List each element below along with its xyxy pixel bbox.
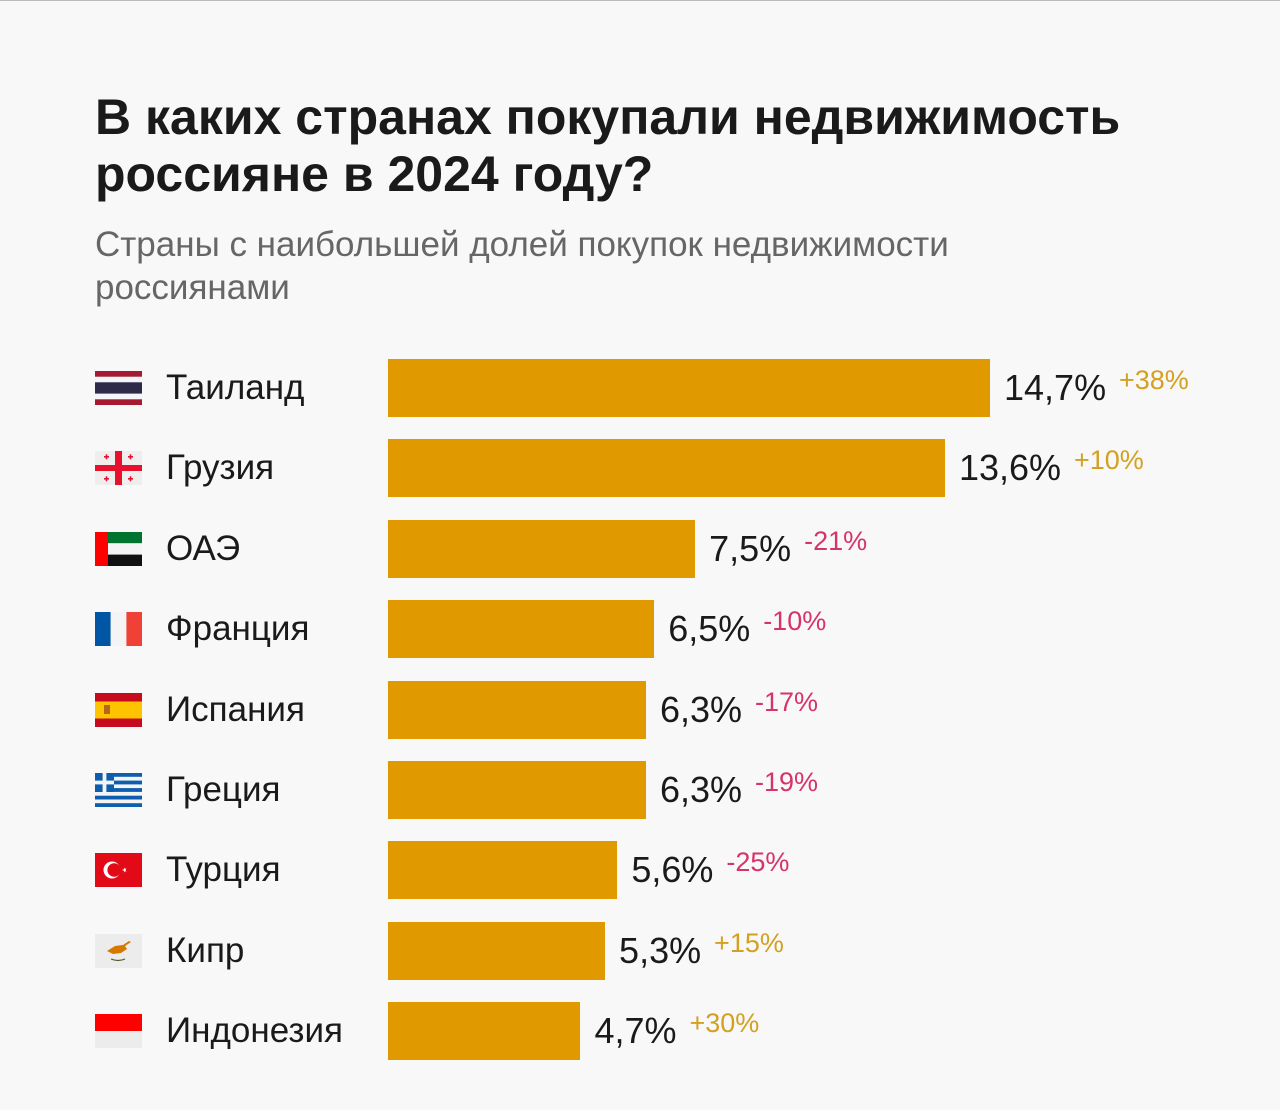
- value-label: 14,7%: [1004, 367, 1107, 408]
- france-flag-icon: [95, 612, 142, 647]
- thailand-flag-icon: [95, 371, 142, 405]
- category-label: Турция: [166, 850, 281, 890]
- value-label: 4,7%: [594, 1010, 677, 1052]
- bar-row: Кипр 5,3% +15%: [0, 921, 1280, 980]
- value-label: 13,6%: [958, 447, 1062, 489]
- change-label: -25%: [726, 847, 790, 878]
- indonesia-flag-icon: [95, 1014, 142, 1049]
- bar: [388, 841, 618, 900]
- spain-flag-icon: [95, 692, 142, 727]
- category-label: Греция: [166, 770, 281, 809]
- value-label: 5,6%: [631, 849, 714, 891]
- value-label: 6,5%: [668, 608, 751, 650]
- category-label: Франция: [166, 609, 310, 649]
- bar: [388, 439, 945, 498]
- bar-row: Франция 6,5% -10%: [0, 600, 1280, 659]
- category-label: ОАЭ: [166, 528, 241, 568]
- bar-row: Таиланд 14,7% +38%: [0, 359, 1280, 417]
- change-label: -21%: [804, 525, 868, 556]
- change-label: +38%: [1119, 365, 1189, 395]
- value-label: 5,3%: [619, 929, 702, 971]
- change-label: -17%: [755, 686, 819, 717]
- change-label: +10%: [1073, 445, 1144, 476]
- category-label: Индонезия: [166, 1011, 343, 1051]
- bar: [388, 921, 606, 980]
- category-label: Таиланд: [166, 368, 305, 407]
- value-label: 6,3%: [660, 769, 743, 810]
- greece-flag-icon: [95, 773, 142, 807]
- change-label: -10%: [763, 606, 827, 637]
- change-label: +15%: [714, 927, 784, 958]
- bar-row: Грузия 13,6% +10%: [0, 439, 1280, 498]
- bar-row: Индонезия 4,7% +30%: [0, 1002, 1280, 1061]
- turkey-flag-icon: [95, 853, 142, 888]
- uae-flag-icon: [95, 531, 142, 566]
- chart-subtitle: Страны с наибольшей долей покупок недвиж…: [95, 225, 949, 307]
- bar-row: Греция 6,3% -19%: [0, 761, 1280, 819]
- category-label: Испания: [166, 689, 305, 729]
- bar-row: Испания 6,3% -17%: [0, 680, 1280, 739]
- bar-row: Турция 5,6% -25%: [0, 841, 1280, 900]
- change-label: +30%: [689, 1008, 760, 1039]
- category-label: Кипр: [166, 930, 245, 970]
- bar: [388, 359, 990, 417]
- bar: [388, 680, 646, 739]
- bar-row: ОАЭ 7,5% -21%: [0, 519, 1280, 578]
- bar: [388, 600, 655, 659]
- bar: [388, 761, 646, 819]
- chart-title: В каких странах покупали недвижимость ро…: [95, 89, 1121, 202]
- georgia-flag-icon: [95, 451, 142, 486]
- value-label: 6,3%: [660, 688, 743, 730]
- cyprus-flag-icon: [95, 933, 142, 968]
- bar: [388, 1002, 581, 1061]
- change-label: -19%: [755, 767, 819, 797]
- category-label: Грузия: [166, 448, 275, 488]
- value-label: 7,5%: [709, 527, 792, 569]
- bar: [388, 519, 696, 578]
